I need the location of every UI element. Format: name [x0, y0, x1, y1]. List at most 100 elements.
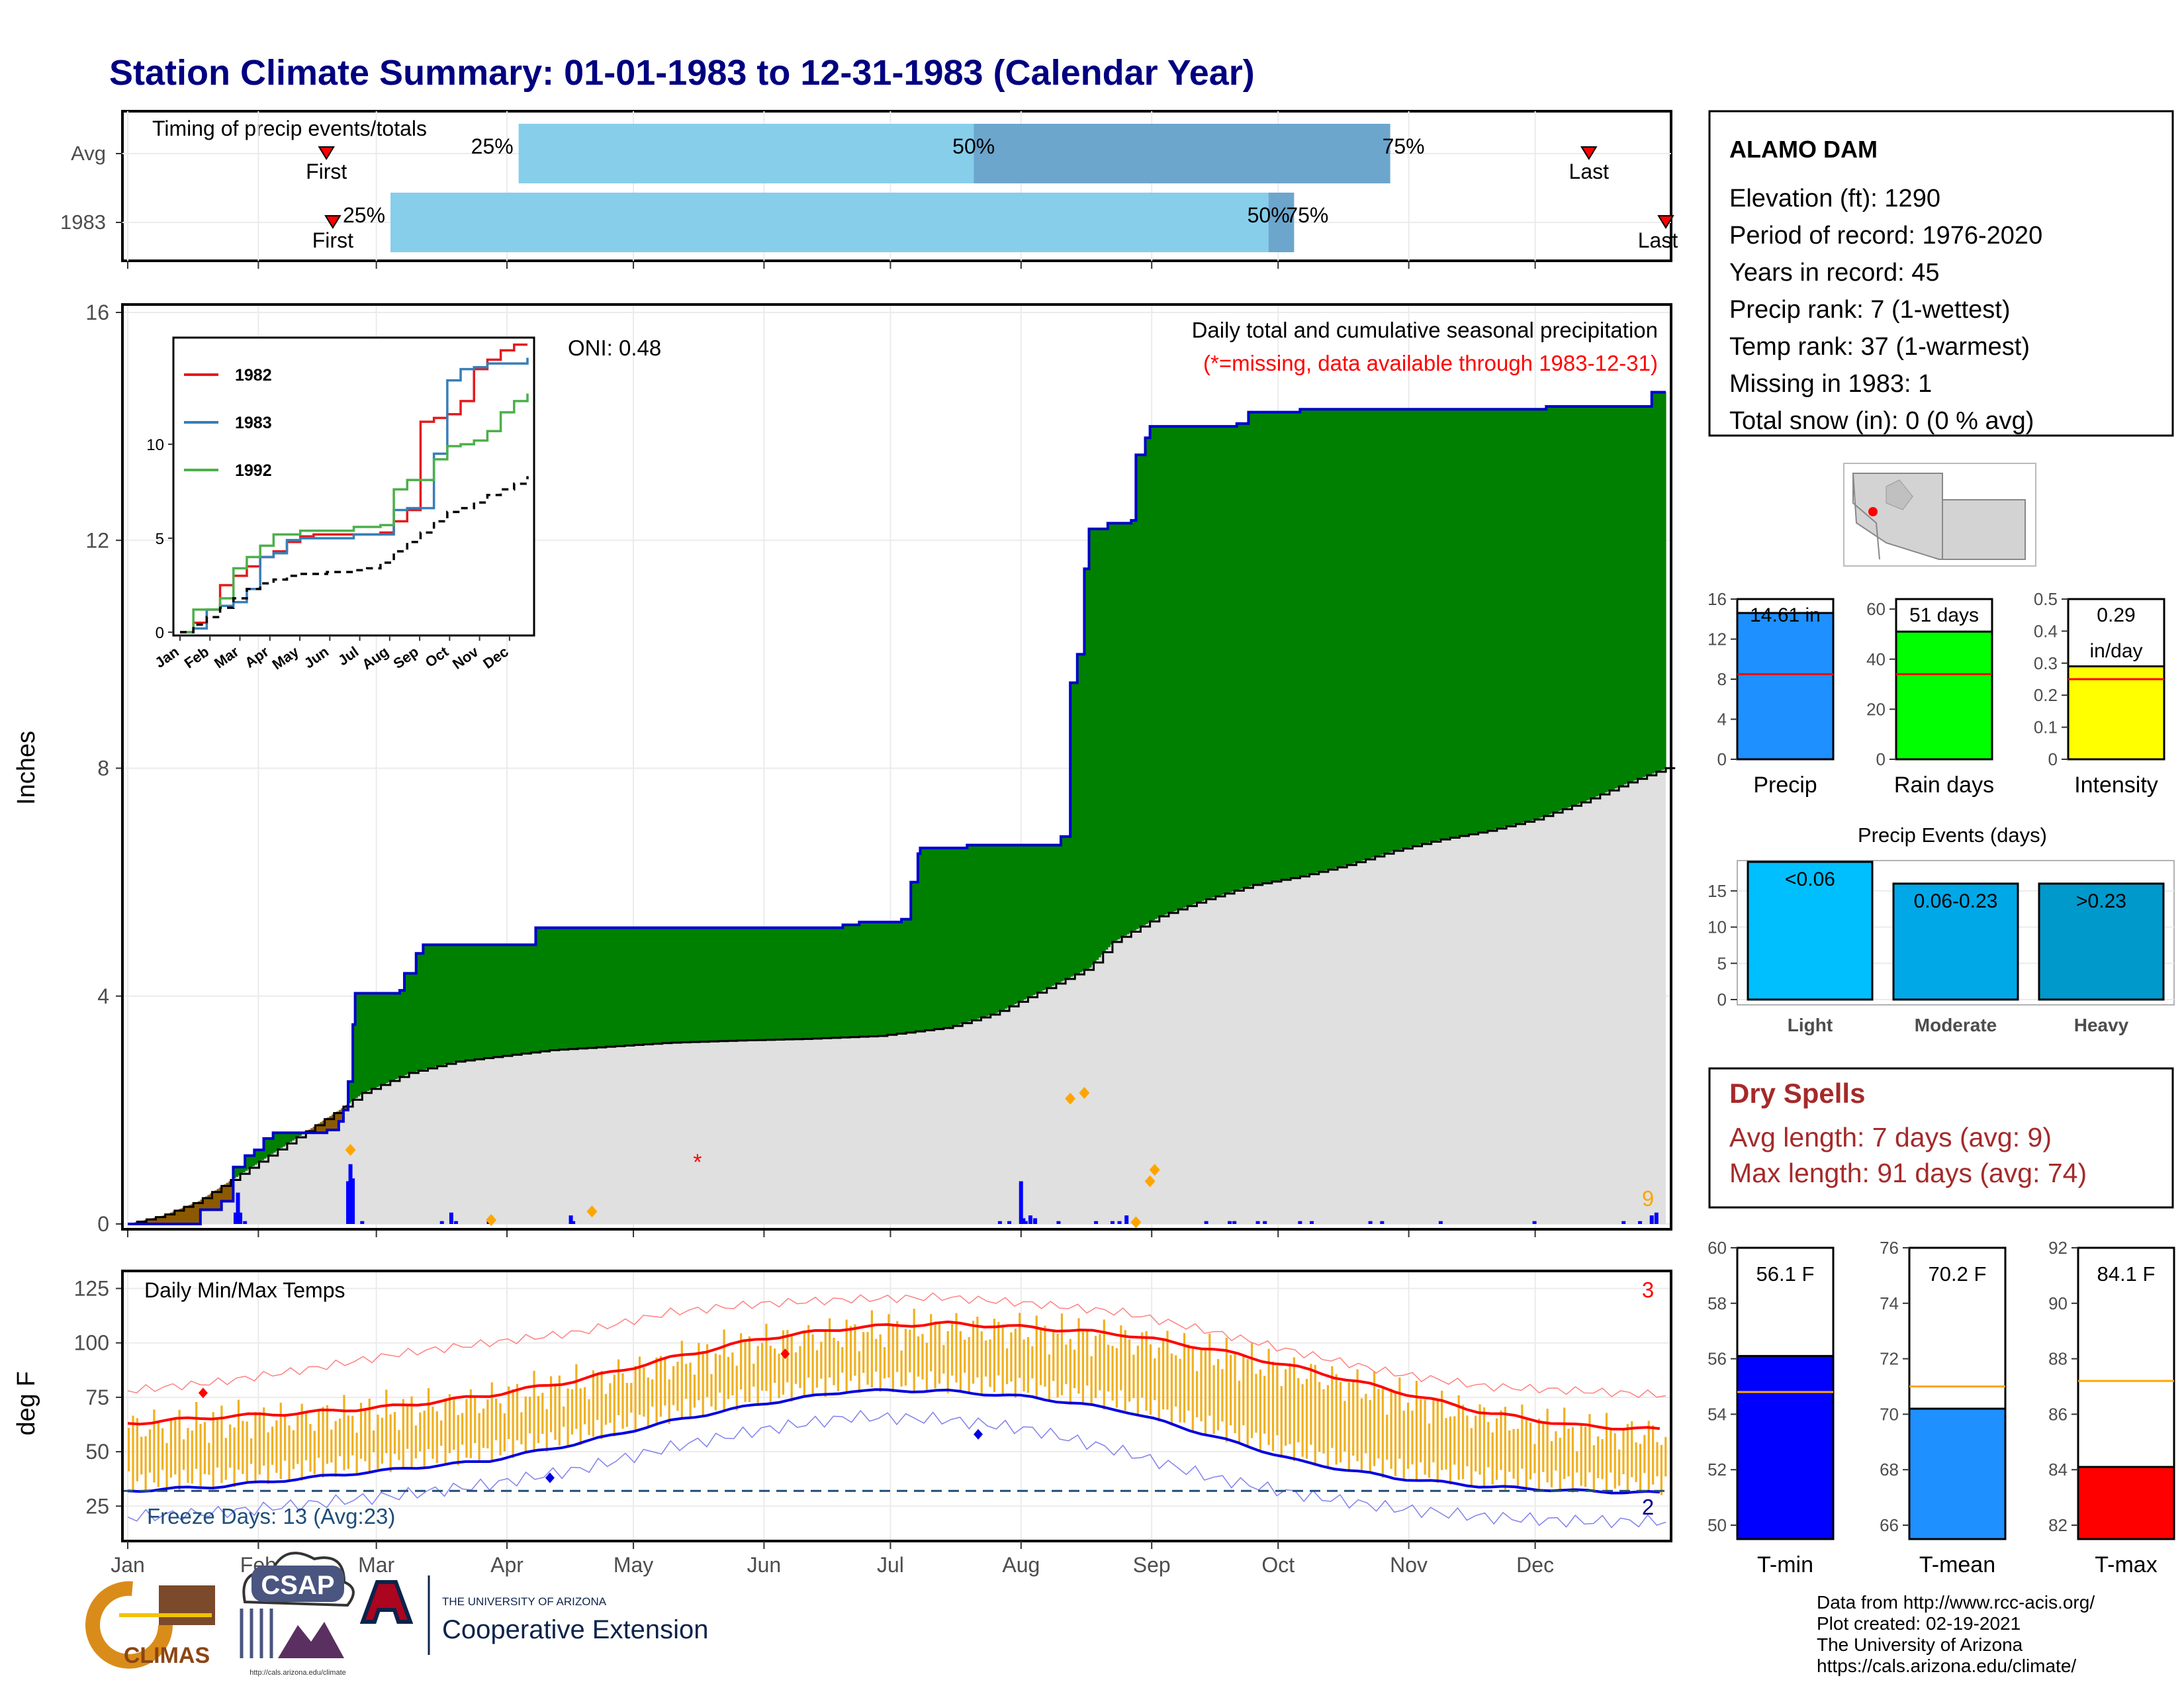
above-average-area	[789, 927, 792, 1039]
above-average-area	[1502, 409, 1505, 828]
above-average-area	[856, 925, 860, 1037]
above-average-area	[390, 993, 393, 1081]
above-average-area	[414, 973, 417, 1072]
above-average-area	[1604, 406, 1608, 793]
record-marker	[545, 1472, 555, 1483]
daily-temp-range	[896, 1321, 899, 1372]
above-average-area	[1265, 412, 1268, 883]
daily-temp-range	[1305, 1379, 1308, 1459]
below-average-area	[146, 1219, 150, 1224]
above-average-area	[1230, 426, 1233, 892]
daily-temp-range	[406, 1404, 409, 1449]
daily-temp-range	[1052, 1331, 1055, 1382]
daily-temp-range	[824, 1331, 827, 1397]
below-average-area	[343, 1106, 347, 1110]
daily-temp-range	[1065, 1344, 1068, 1384]
above-average-area	[641, 927, 644, 1045]
temp-bar-ytick-label: 74	[1880, 1293, 1899, 1313]
daily-temp-range	[740, 1333, 743, 1390]
above-average-area	[1351, 409, 1355, 864]
above-average-area	[903, 919, 907, 1033]
above-average-area	[1466, 409, 1470, 835]
daily-temp-range	[1537, 1419, 1540, 1491]
above-average-area	[1649, 406, 1653, 774]
daily-temp-range	[478, 1413, 480, 1463]
station-name: ALAMO DAM	[1729, 136, 1878, 163]
daily-temp-range	[435, 1411, 438, 1464]
daily-temp-range	[334, 1421, 337, 1477]
daily-temp-range	[1432, 1400, 1435, 1463]
above-average-area	[587, 927, 590, 1049]
daily-precip-bar	[1638, 1221, 1643, 1224]
daily-temp-range	[1466, 1415, 1469, 1467]
below-average-area	[181, 1207, 185, 1224]
freeze-days-label: Freeze Days: 13 (Avg:23)	[147, 1504, 395, 1528]
daily-temp-range	[1487, 1422, 1490, 1468]
daily-temp-range	[377, 1415, 379, 1469]
above-average-area	[1368, 409, 1371, 859]
above-average-area	[254, 1150, 257, 1165]
above-average-area	[533, 945, 537, 1053]
daily-precip-bar	[243, 1221, 248, 1224]
above-average-area	[1178, 426, 1181, 910]
above-average-area	[995, 845, 998, 1013]
daily-temp-range	[457, 1415, 459, 1466]
daily-temp-range	[461, 1413, 464, 1445]
above-average-area	[1464, 409, 1467, 835]
below-average-area	[167, 1213, 171, 1224]
above-average-area	[1482, 409, 1486, 832]
above-average-area	[1101, 529, 1104, 955]
daily-temp-range	[900, 1350, 903, 1387]
above-average-area	[381, 993, 384, 1086]
below-average-area	[212, 1192, 215, 1210]
above-average-area	[774, 927, 778, 1040]
precip-ytick-label: 0	[97, 1212, 109, 1236]
above-average-area	[948, 847, 952, 1028]
above-average-area	[878, 921, 881, 1036]
daily-precip-bar	[1094, 1221, 1099, 1224]
month-label: May	[614, 1553, 653, 1577]
daily-temp-range	[807, 1325, 810, 1378]
above-average-area	[357, 993, 361, 1097]
below-average-area	[324, 1119, 328, 1133]
below-average-area	[200, 1199, 203, 1210]
daily-temp-range	[613, 1374, 615, 1436]
daily-precip-bar	[1021, 1218, 1026, 1224]
daily-temp-range	[182, 1439, 185, 1470]
above-average-area	[517, 945, 520, 1055]
above-average-area	[1656, 392, 1659, 772]
daily-temp-range	[1445, 1418, 1447, 1470]
month-label: Jul	[877, 1553, 904, 1577]
above-average-area	[1168, 426, 1172, 914]
above-average-area	[383, 993, 387, 1084]
missing-data-marker: *	[693, 1150, 702, 1175]
daily-temp-range	[1149, 1344, 1152, 1415]
above-average-area	[1347, 409, 1350, 865]
above-average-area	[1049, 845, 1052, 987]
daily-temp-range	[1267, 1348, 1270, 1445]
daily-temp-range	[1331, 1366, 1334, 1448]
daily-temp-range	[706, 1344, 709, 1397]
record-marker	[974, 1429, 983, 1440]
daily-temp-range	[1495, 1418, 1498, 1480]
daily-temp-range	[930, 1314, 933, 1372]
daily-temp-range	[634, 1366, 637, 1432]
above-average-area	[1023, 845, 1026, 1000]
daily-temp-range	[1550, 1440, 1553, 1487]
above-average-area	[1131, 520, 1134, 932]
daily-temp-range	[284, 1413, 287, 1461]
daily-temp-range	[1031, 1346, 1034, 1379]
daily-temp-range	[934, 1321, 936, 1389]
above-average-area	[634, 927, 637, 1045]
daily-temp-range	[563, 1406, 565, 1427]
daily-temp-range	[1571, 1427, 1574, 1493]
above-average-area	[411, 973, 414, 1073]
daily-temp-range	[630, 1383, 633, 1413]
above-average-area	[688, 927, 691, 1043]
above-average-area	[561, 927, 565, 1050]
mini-bar-ytick-label: 8	[1717, 669, 1727, 689]
daily-temp-range	[1234, 1352, 1236, 1434]
daily-precip-bar	[1532, 1221, 1537, 1224]
daily-temp-range	[1200, 1348, 1203, 1422]
above-average-area	[575, 927, 578, 1049]
